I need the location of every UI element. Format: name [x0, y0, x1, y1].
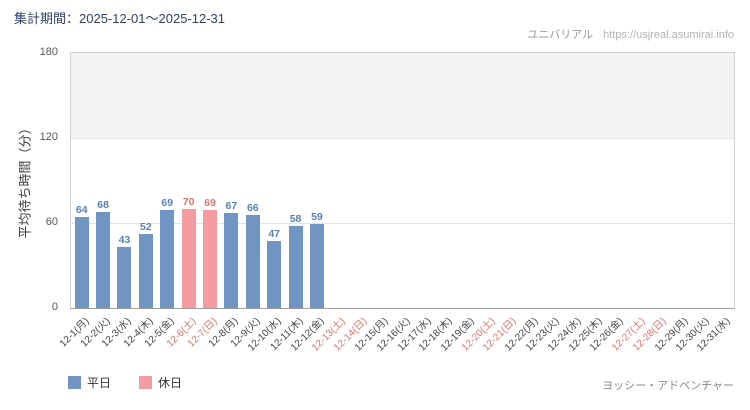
bar-12-10(水) — [267, 241, 282, 308]
bar-value-12-12(金): 59 — [311, 211, 323, 224]
bar-12-2(火) — [96, 211, 111, 308]
legend: 平日 休日 — [68, 374, 182, 391]
attraction-name: ヨッシー・アドベンチャー — [602, 380, 734, 392]
bar-12-9(火) — [245, 214, 260, 308]
bar-12-7(日) — [203, 210, 218, 308]
gridline-60 — [71, 223, 734, 224]
y-tick-0: 0 — [51, 301, 58, 313]
bar-12-8(月) — [224, 213, 239, 308]
y-axis-ticks: 0 60 120 180 — [0, 46, 64, 313]
bar-value-12-5(金): 69 — [161, 197, 174, 210]
bar-12-12(金) — [309, 224, 324, 308]
bar-value-12-11(木): 58 — [289, 212, 302, 225]
legend-swatch-weekend — [139, 376, 153, 389]
y-tick-120: 120 — [39, 131, 58, 143]
bar-value-12-7(日): 69 — [204, 197, 216, 210]
bar-value-12-8(月): 67 — [225, 200, 238, 213]
legend-item-weekday[interactable]: 平日 — [68, 374, 111, 391]
bar-12-6(土) — [181, 208, 196, 308]
site-credit: ユニバリアル https://usjreal.asumirai.info — [527, 26, 734, 42]
bar-value-12-1(月): 64 — [75, 204, 88, 217]
plot-area: 64 68 43 52 69 70 69 67 66 47 58 59 — [70, 52, 735, 309]
legend-item-weekend[interactable]: 休日 — [139, 374, 182, 391]
bar-12-4(木) — [138, 234, 153, 308]
y-tick-60: 60 — [45, 216, 58, 228]
gridline-120 — [71, 138, 734, 139]
legend-swatch-weekday — [68, 376, 81, 389]
legend-label-weekday: 平日 — [87, 376, 112, 390]
bar-12-5(金) — [160, 210, 175, 308]
bar-value-12-6(土): 70 — [182, 195, 195, 208]
bar-12-3(水) — [117, 247, 132, 308]
bar-value-12-9(火): 66 — [246, 201, 259, 214]
x-axis-ticks: 12-1(月) 12-2(火) 12-3(水) 12-4(木) 12-5(金) 12-6(… — [58, 308, 733, 378]
site-name: ユニバリアル — [527, 29, 594, 41]
site-url[interactable]: https://usjreal.asumirai.info — [603, 29, 734, 41]
aggregation-period: 集計期間：2025-12-01～2025-12-31 — [14, 11, 225, 26]
bar-value-12-10(水): 47 — [268, 228, 281, 241]
bar-value-12-4(木): 52 — [140, 221, 152, 234]
bar-value-12-3(水): 43 — [118, 234, 131, 247]
bar-12-1(月) — [74, 217, 89, 308]
y-tick-180: 180 — [39, 46, 58, 58]
bar-value-12-2(火): 68 — [97, 198, 109, 211]
legend-label-weekend: 休日 — [158, 376, 183, 390]
bar-12-11(木) — [288, 225, 303, 308]
